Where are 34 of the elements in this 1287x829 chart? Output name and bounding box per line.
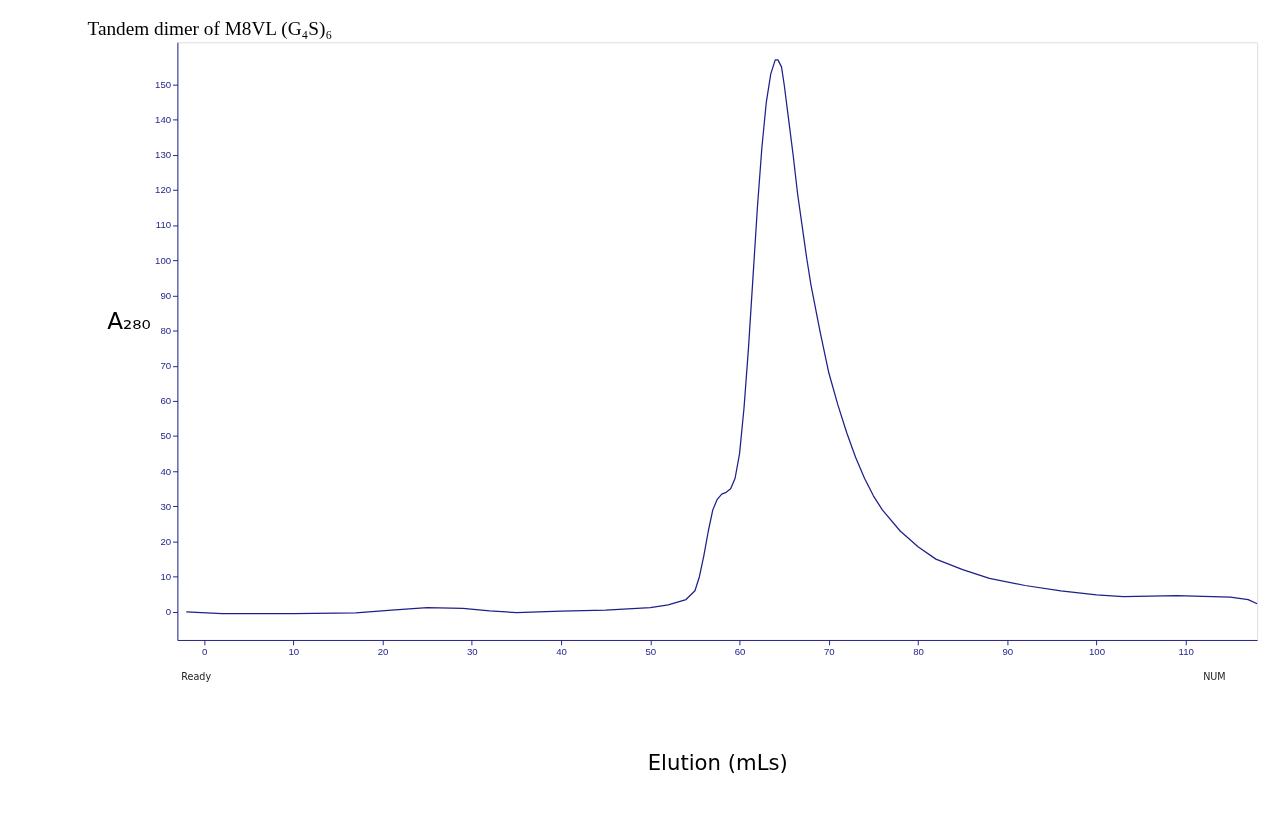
x-tick-label: 10 — [288, 645, 300, 657]
line-series — [185, 59, 1258, 615]
y-tick-label: 0 — [165, 606, 172, 618]
y-tick-label: 140 — [155, 114, 172, 126]
x-tick-label: 30 — [466, 645, 478, 657]
y-tick-label: 20 — [160, 535, 172, 547]
y-tick-label: 60 — [160, 395, 172, 407]
y-tick-label: 130 — [155, 149, 172, 161]
x-tick-label: 80 — [913, 645, 924, 657]
y-tick-label: 10 — [160, 571, 172, 583]
x-axis-title: Elution (mLs) — [647, 749, 788, 775]
y-tick-label: 150 — [155, 78, 172, 90]
y-axis-title: A₂₈₀ — [107, 308, 151, 335]
y-tick-label: 90 — [160, 289, 172, 301]
text: Ready — [181, 670, 212, 682]
x-tick-label: 110 — [1178, 645, 1194, 657]
x-tick-label: 20 — [377, 645, 389, 657]
x-tick-label: 60 — [734, 645, 746, 657]
y-tick-label: 30 — [160, 500, 172, 512]
x-tick-label: 0 — [201, 645, 208, 657]
y-tick-label: 40 — [160, 465, 172, 477]
y-tick-label: 80 — [160, 324, 172, 336]
text: NUM — [1203, 670, 1226, 682]
y-tick-label: 100 — [155, 254, 172, 266]
y-tick-label: 110 — [155, 219, 172, 231]
x-tick-label: 40 — [556, 645, 567, 657]
x-tick-label: 50 — [645, 645, 657, 657]
y-tick-label: 120 — [155, 184, 172, 196]
chart-title: Tandem dimer of M8VL (G₄S)₆ — [87, 17, 333, 40]
y-tick-label: 70 — [160, 360, 172, 372]
x-tick-label: 70 — [823, 645, 835, 657]
y-tick-label: 50 — [160, 430, 172, 442]
x-tick-label: 90 — [1002, 645, 1014, 657]
x-tick-label: 100 — [1088, 645, 1106, 657]
